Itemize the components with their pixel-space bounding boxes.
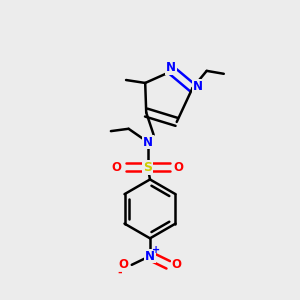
Text: N: N (145, 250, 155, 262)
Text: O: O (118, 258, 128, 271)
Text: N: N (143, 136, 153, 148)
Text: N: N (193, 80, 202, 93)
Text: -: - (117, 268, 122, 278)
Text: O: O (112, 160, 122, 173)
Text: S: S (143, 160, 152, 173)
Text: N: N (166, 61, 176, 74)
Text: O: O (174, 160, 184, 173)
Text: O: O (172, 258, 182, 271)
Text: +: + (152, 245, 160, 255)
